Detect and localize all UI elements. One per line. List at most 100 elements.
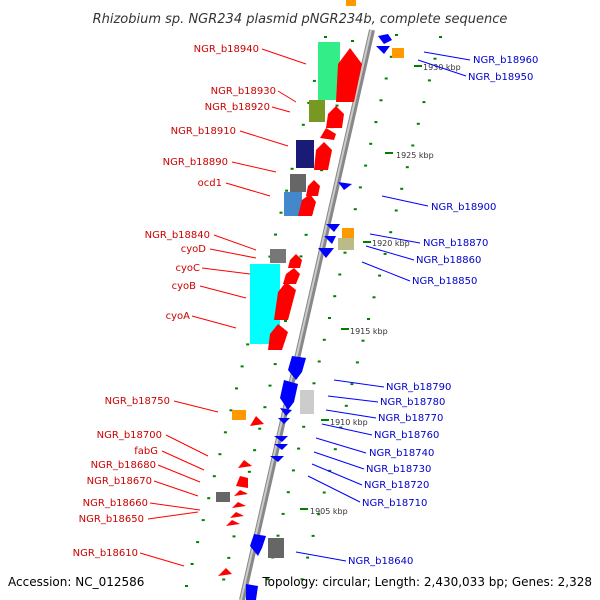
gene-arrow[interactable] — [288, 356, 306, 380]
gene-label[interactable]: NGR_b18640 — [348, 556, 413, 567]
gene-label[interactable]: NGR_b18650 — [79, 514, 144, 525]
gene-label[interactable]: NGR_b18750 — [105, 396, 170, 407]
gene-label[interactable]: NGR_b18760 — [374, 430, 439, 441]
gene-arrow[interactable] — [274, 444, 288, 450]
gene-label[interactable]: fabG — [134, 446, 158, 457]
gene-label[interactable]: NGR_b18850 — [412, 276, 477, 287]
gene-arrow[interactable] — [234, 490, 248, 496]
gene-arrow[interactable] — [250, 534, 266, 556]
gene-arrow[interactable] — [378, 34, 392, 44]
gene-block[interactable] — [290, 174, 306, 192]
gene-block[interactable] — [342, 228, 354, 238]
gene-label[interactable]: NGR_b18660 — [83, 498, 148, 509]
gene-arrow[interactable] — [226, 520, 240, 526]
gene-arrow[interactable] — [288, 254, 302, 268]
gene-block[interactable] — [338, 238, 354, 250]
guide-dot — [351, 40, 354, 42]
gene-label[interactable]: NGR_b18840 — [145, 230, 210, 241]
gene-arrow[interactable] — [270, 456, 284, 462]
gene-arrow[interactable] — [320, 128, 336, 140]
gene-label[interactable]: NGR_b18720 — [364, 480, 429, 491]
gene-block[interactable] — [346, 0, 356, 6]
gene-label[interactable]: NGR_b18950 — [468, 72, 533, 83]
gene-label[interactable]: ocd1 — [198, 178, 222, 189]
gene-arrow[interactable] — [314, 142, 332, 170]
gene-arrow[interactable] — [280, 408, 292, 416]
gene-label[interactable]: NGR_b18790 — [386, 382, 451, 393]
gene-label[interactable]: cyoA — [166, 311, 191, 322]
gene-label[interactable]: NGR_b18740 — [369, 448, 434, 459]
gene-label[interactable]: NGR_b18860 — [416, 255, 481, 266]
gene-arrow[interactable] — [218, 568, 232, 576]
guide-dot — [246, 343, 250, 346]
map-title: Rhizobium sp. NGR234 plasmid pNGR234b, c… — [93, 12, 508, 27]
gene-label[interactable]: cyoC — [175, 263, 200, 274]
gene-arrow[interactable] — [283, 268, 300, 284]
guide-dot — [324, 36, 327, 38]
gene-arrow[interactable] — [274, 282, 296, 320]
gene-block[interactable] — [318, 42, 340, 100]
gene-label[interactable]: NGR_b18700 — [97, 430, 162, 441]
gene-arrow[interactable] — [236, 476, 248, 488]
kbp-label: 1915 kbp — [350, 327, 388, 336]
gene-label[interactable]: NGR_b18610 — [73, 548, 138, 559]
gene-arrow[interactable] — [268, 324, 288, 350]
gene-arrow[interactable] — [324, 236, 336, 244]
gene-arrow[interactable] — [280, 380, 298, 410]
gene-arrow[interactable] — [298, 194, 316, 216]
gene-block[interactable] — [300, 390, 314, 414]
gene-arrow[interactable] — [238, 460, 252, 468]
gene-arrow[interactable] — [326, 224, 340, 232]
gene-label[interactable]: NGR_b18930 — [211, 86, 276, 97]
gene-label[interactable]: NGR_b18960 — [473, 55, 538, 66]
guide-dot — [343, 251, 347, 254]
gene-label[interactable]: NGR_b18780 — [380, 397, 445, 408]
gene-arrow[interactable] — [376, 46, 390, 54]
gene-block[interactable] — [284, 192, 302, 216]
gene-arrow[interactable] — [250, 416, 264, 426]
gene-label[interactable]: NGR_b18730 — [366, 464, 431, 475]
guide-dot — [328, 469, 332, 472]
gene-block[interactable] — [268, 538, 284, 558]
guide-dot — [306, 556, 310, 559]
gene-arrow[interactable] — [230, 512, 244, 518]
gene-label[interactable]: cyoB — [172, 281, 197, 292]
gene-label[interactable]: NGR_b18710 — [362, 498, 427, 509]
guide-dot — [395, 34, 398, 36]
gene-arrow[interactable] — [246, 584, 258, 600]
guide-dot — [394, 209, 398, 212]
gene-arrow[interactable] — [306, 180, 320, 196]
gene-label[interactable]: NGR_b18670 — [87, 476, 152, 487]
gene-arrow[interactable] — [318, 248, 334, 258]
guide-dot — [307, 101, 311, 104]
gene-label[interactable]: NGR_b18770 — [378, 413, 443, 424]
gene-block[interactable] — [309, 100, 325, 122]
gene-block[interactable] — [270, 249, 286, 263]
guide-dot — [207, 497, 211, 500]
gene-label[interactable]: cyoD — [181, 244, 207, 255]
gene-arrow[interactable] — [274, 436, 288, 442]
gene-arrow[interactable] — [326, 106, 344, 128]
gene-label[interactable]: NGR_b18890 — [163, 157, 228, 168]
gene-arrow[interactable] — [278, 418, 290, 424]
guide-dot — [372, 296, 376, 299]
gene-block[interactable] — [296, 140, 314, 168]
gene-label[interactable]: NGR_b18680 — [91, 460, 156, 471]
gene-label[interactable]: NGR_b18900 — [431, 202, 496, 213]
gene-arrow[interactable] — [338, 182, 352, 190]
gene-arrow[interactable] — [232, 502, 246, 508]
gene-label[interactable]: NGR_b18870 — [423, 238, 488, 249]
guide-dot — [439, 36, 442, 38]
gene-label[interactable]: NGR_b18920 — [205, 102, 270, 113]
gene-arrow[interactable] — [336, 48, 362, 102]
gene-block[interactable] — [232, 410, 246, 420]
guide-dot — [355, 361, 359, 364]
gene-block[interactable] — [392, 48, 404, 58]
gene-label[interactable]: NGR_b18940 — [194, 44, 259, 55]
kbp-label: 1910 kbp — [330, 418, 368, 427]
gene-block[interactable] — [216, 492, 230, 502]
guide-dot — [333, 295, 337, 298]
gene-label[interactable]: NGR_b18910 — [171, 126, 236, 137]
guide-dot — [304, 233, 308, 236]
kbp-label: 1925 kbp — [396, 151, 434, 160]
